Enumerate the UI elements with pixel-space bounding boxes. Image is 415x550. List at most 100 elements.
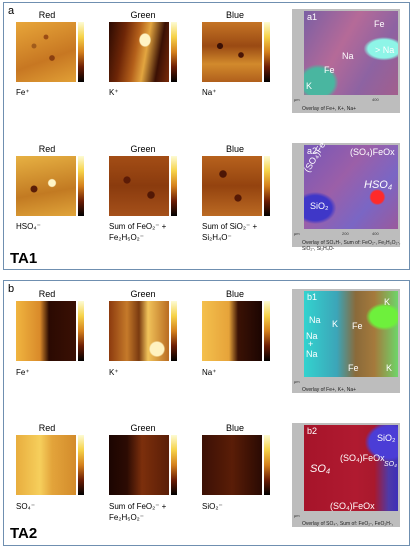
sio2-map — [202, 156, 262, 216]
hso4-map — [16, 156, 76, 216]
ion-label: Sum of SiO₂⁻ + — [202, 222, 258, 231]
overlay-text: Na — [306, 349, 318, 359]
ion-label: Sum of FeO₂⁻ + — [109, 502, 167, 511]
ion-label: K⁺ — [109, 368, 119, 377]
overlay-text: + — [308, 339, 314, 349]
column-title-green: Green — [130, 144, 156, 154]
color-bar — [171, 435, 177, 495]
ion-label: Sum of FeO₂⁻ + — [109, 222, 167, 231]
sample-id: TA1 — [10, 250, 38, 267]
ion-label: HSO₄⁻ — [16, 222, 41, 231]
overlay-text: > Na — [375, 45, 395, 55]
panel-b: b Red Green Blue Fe⁺ K⁺ Na⁺ b1 Na K Na +… — [3, 280, 410, 546]
color-bar — [171, 22, 177, 82]
axis-unit: μm — [294, 379, 300, 384]
fe-map — [16, 301, 76, 361]
panel-letter: a — [8, 5, 15, 17]
so4-map — [16, 435, 76, 495]
ion-label: Fe⁺ — [16, 88, 30, 97]
overlay-text: Na — [306, 331, 318, 341]
color-bar — [171, 301, 177, 361]
overlay-caption: SiO₂-, Si₂H₄O- — [302, 246, 335, 252]
feo2-map — [109, 435, 169, 495]
axis-tick: 200 — [342, 231, 349, 236]
overlay-text: K — [386, 363, 393, 373]
na-map — [202, 301, 262, 361]
overlay-a2: a2 (SO₄)FeOx (SO₄)FeOx HSO₄ SiO₂ μm 200 … — [292, 130, 400, 247]
overlay-caption: Overlay of Fe+, K+, Na+ — [302, 106, 357, 112]
overlay-text: Na — [309, 315, 321, 325]
axis-unit: μm — [294, 513, 300, 518]
panel-sub-label: b2 — [307, 426, 318, 436]
color-bar — [171, 156, 177, 216]
overlay-b2: b2 SiO₂ SO₄ (SO₄)FeOx SO₄ (SO₄)FeOx μm — [292, 423, 400, 527]
ion-label: Si₂H₄O⁻ — [202, 233, 232, 242]
overlay-text: Na — [342, 51, 354, 61]
overlay-caption: Overlay of Fe+, K+, Na+ — [302, 387, 357, 393]
overlay-text: SiO₂ — [377, 433, 396, 443]
overlay-text: (SO₄)FeOx — [330, 501, 375, 511]
column-title-green: Green — [130, 10, 156, 20]
overlay-caption: Overlay of SO₄-, Sum of: FeO₂-, FeO₂H-, — [302, 521, 393, 527]
column-title-red: Red — [38, 10, 56, 20]
overlay-b1: b1 Na K Na + Na Fe K Fe K μm — [292, 289, 400, 393]
color-bar — [264, 301, 270, 361]
color-bar — [264, 156, 270, 216]
overlay-text: HSO₄ — [364, 179, 393, 191]
overlay-image — [304, 11, 398, 95]
ion-label: SiO₂⁻ — [202, 502, 223, 511]
color-bar — [264, 435, 270, 495]
sample-id: TA2 — [10, 525, 38, 542]
overlay-text: SO₄ — [310, 463, 331, 475]
column-title-blue: Blue — [225, 144, 244, 154]
column-title-green: Green — [130, 289, 156, 299]
overlay-text: (SO₄)FeOx — [350, 147, 395, 157]
overlay-image — [304, 291, 398, 377]
column-title-green: Green — [130, 423, 156, 433]
column-title-blue: Blue — [225, 423, 244, 433]
color-bar — [78, 435, 84, 495]
color-bar — [264, 22, 270, 82]
panel-letter: b — [8, 283, 15, 295]
axis-unit: μm — [294, 97, 300, 102]
color-bar — [78, 22, 84, 82]
feo2-map — [109, 156, 169, 216]
k-map — [109, 301, 169, 361]
overlay-text: K — [384, 297, 391, 307]
na-map — [202, 22, 262, 82]
overlay-text: Fe — [352, 321, 363, 331]
ion-label: Fe₂H₅O₂⁻ — [109, 233, 144, 242]
ion-label: Fe₂H₅O₂⁻ — [109, 513, 144, 522]
overlay-text: Fe — [374, 19, 385, 29]
overlay-image — [304, 425, 398, 511]
axis-tick: 400 — [372, 231, 379, 236]
ion-label: SO₄⁻ — [16, 502, 36, 511]
panel-sub-label: b1 — [307, 292, 318, 302]
axis-tick: 400 — [372, 97, 379, 102]
panel-sub-label: a1 — [307, 12, 318, 22]
column-title-red: Red — [38, 144, 56, 154]
overlay-a1: a1 Fe Na > Na Fe K μm 400 — [292, 9, 400, 113]
sio2-map — [202, 435, 262, 495]
axis-unit: μm — [294, 231, 300, 236]
overlay-text: SO₄ — [384, 461, 397, 468]
color-bar — [78, 156, 84, 216]
panel-sub-label: a2 — [307, 146, 318, 156]
column-title-blue: Blue — [225, 10, 244, 20]
ion-label: Na⁺ — [202, 88, 217, 97]
ion-label: Na⁺ — [202, 368, 217, 377]
overlay-text: K — [306, 81, 313, 91]
overlay-text: Fe — [324, 65, 335, 75]
panel-a: a Red Green Blue Fe⁺ K⁺ Na⁺ a1 Fe Na > N… — [3, 2, 410, 270]
column-title-red: Red — [38, 423, 56, 433]
column-title-red: Red — [38, 289, 56, 299]
overlay-text: K — [332, 319, 339, 329]
color-bar — [78, 301, 84, 361]
column-title-blue: Blue — [225, 289, 244, 299]
overlay-text: Fe — [348, 363, 359, 373]
ion-label: Fe⁺ — [16, 368, 30, 377]
fe-map — [16, 22, 76, 82]
overlay-image — [304, 145, 398, 229]
overlay-text: SiO₂ — [310, 201, 329, 211]
overlay-caption: Overlay of SO₄H-, Sum of: FeO₂-, Fe₂H₅O₂… — [302, 240, 401, 246]
